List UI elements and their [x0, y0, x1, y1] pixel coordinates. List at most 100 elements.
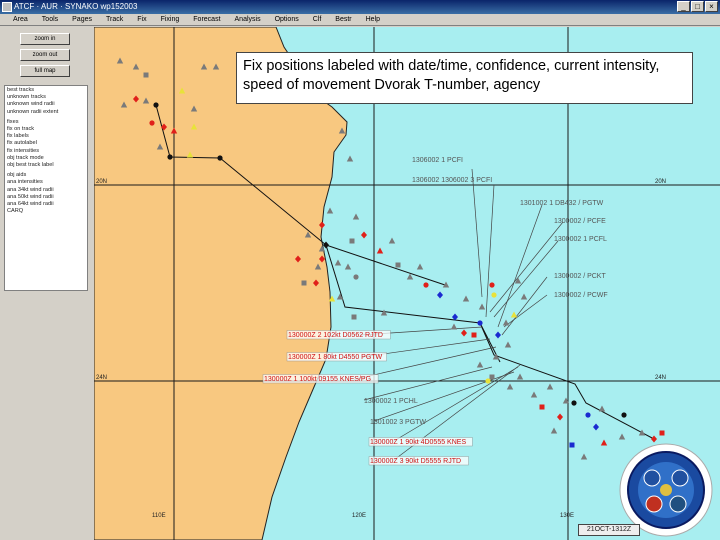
- fix-marker: [323, 241, 329, 249]
- fix-marker: [313, 279, 319, 287]
- layer-item[interactable]: ana 64kt wind radii: [7, 201, 54, 208]
- fix-marker: [489, 282, 495, 288]
- layer-item[interactable]: CARQ: [7, 208, 24, 215]
- fix-marker: [461, 329, 467, 337]
- menu-analysis[interactable]: Analysis: [234, 16, 261, 23]
- layer-item[interactable]: fix on track: [7, 126, 35, 133]
- fix-label-box: [262, 374, 379, 384]
- fix-marker: [585, 412, 591, 418]
- fix-marker: [514, 277, 522, 284]
- fix-marker: [506, 383, 514, 390]
- menu-clf[interactable]: Clf: [312, 16, 322, 23]
- fix-marker: [149, 120, 155, 126]
- fix-marker: [504, 341, 512, 348]
- fix-marker: [153, 102, 159, 108]
- lon-label: 110E: [152, 513, 166, 519]
- fix-marker: [520, 293, 528, 300]
- fix-positions: [116, 57, 665, 460]
- menu-forecast[interactable]: Forecast: [193, 16, 221, 23]
- layer-item[interactable]: ana 34kt wind radii: [7, 186, 54, 193]
- grid-labels: 20N 20N 24N 24N 110E 120E 130E: [96, 179, 666, 519]
- menu-area[interactable]: Area: [13, 16, 28, 23]
- fix-label: 1300002 / PCFE: [554, 218, 606, 225]
- fix-marker: [217, 155, 223, 161]
- fix-marker: [600, 439, 608, 446]
- fix-marker: [314, 263, 322, 270]
- map-canvas[interactable]: 20N 20N 24N 24N 110E 120E 130E 1306002 1 PCFI 1…: [94, 27, 720, 540]
- lon-label: 130E: [560, 513, 574, 519]
- fix-marker: [380, 309, 388, 316]
- fix-marker: [190, 105, 198, 112]
- fix-marker: [452, 313, 458, 321]
- layer-item[interactable]: fix autolabel: [7, 140, 37, 147]
- close-button[interactable]: ×: [705, 1, 718, 12]
- layer-item[interactable]: obj best track label: [7, 162, 54, 169]
- fix-marker: [351, 314, 357, 320]
- fix-marker: [212, 63, 220, 70]
- jtwc-logo: [619, 443, 713, 537]
- fix-marker: [186, 151, 194, 158]
- label-leader-lines: [355, 168, 564, 461]
- window-controls: _ □ ×: [677, 1, 718, 12]
- leader-line: [501, 276, 548, 336]
- fix-label: 1300002 / PCWF: [554, 292, 608, 299]
- leader-line: [363, 366, 493, 401]
- menu-pages[interactable]: Pages: [72, 16, 92, 23]
- fix-label-box: [368, 437, 473, 447]
- layer-item[interactable]: unknown tracks: [7, 94, 46, 101]
- leader-line: [493, 240, 559, 318]
- fix-marker: [395, 262, 401, 268]
- menu-fix[interactable]: Fix: [137, 16, 147, 23]
- menu-fixing[interactable]: Fixing: [160, 16, 180, 23]
- fix-marker: [161, 123, 167, 131]
- menu-help[interactable]: Help: [365, 16, 381, 23]
- menu-options[interactable]: Options: [274, 16, 299, 23]
- layer-item[interactable]: fixes: [7, 118, 19, 125]
- layer-item[interactable]: ana 50kt wind radii: [7, 193, 54, 200]
- menu-bestr[interactable]: Bestr: [335, 16, 352, 23]
- maximize-button[interactable]: □: [691, 1, 704, 12]
- fix-marker: [304, 231, 312, 238]
- leader-line: [489, 221, 564, 313]
- layer-item[interactable]: fix intensities: [7, 147, 40, 154]
- full-map-button[interactable]: full map: [20, 65, 70, 77]
- menu-track[interactable]: Track: [106, 16, 124, 23]
- app-icon: [2, 2, 12, 12]
- layer-item[interactable]: unknown radii extent: [7, 108, 59, 115]
- fix-marker: [190, 123, 198, 130]
- fix-marker: [301, 280, 307, 286]
- layer-item[interactable]: unknown wind radii: [7, 101, 55, 108]
- fix-marker: [346, 155, 354, 162]
- fix-marker: [170, 127, 178, 134]
- fix-label: 1306002 1 PCFI: [412, 157, 463, 164]
- fix-marker: [476, 361, 484, 368]
- best-track-line: [155, 104, 655, 440]
- fix-label: 1300002 / PCKT: [554, 273, 606, 280]
- minimize-button[interactable]: _: [677, 1, 690, 12]
- layer-item[interactable]: ana intensities: [7, 179, 43, 186]
- fix-marker: [423, 282, 429, 288]
- fix-label: 130000Z 1 100kt 09155 KNES/PG: [264, 376, 371, 383]
- fix-marker: [344, 263, 352, 270]
- fix-marker: [416, 263, 424, 270]
- fix-marker: [167, 154, 173, 160]
- layer-item[interactable]: fix labels: [7, 133, 29, 140]
- fix-marker: [550, 427, 558, 434]
- menu-tools[interactable]: Tools: [41, 16, 59, 23]
- layer-item[interactable]: best tracks: [7, 87, 35, 93]
- fix-marker: [539, 404, 545, 410]
- fix-label-box: [286, 352, 387, 362]
- layer-item[interactable]: obj aids: [7, 172, 27, 179]
- fix-marker: [156, 143, 164, 150]
- zoom-out-button[interactable]: zoom out: [20, 49, 70, 61]
- fix-marker: [142, 97, 150, 104]
- layer-item[interactable]: obj track mode: [7, 154, 44, 161]
- layer-list[interactable]: best tracks unknown tracks unknown wind ra…: [4, 85, 88, 291]
- zoom-in-button[interactable]: zoom in: [20, 33, 70, 45]
- fix-label: 1301002 3 PGTW: [370, 419, 426, 426]
- leader-line: [503, 294, 548, 328]
- fix-marker: [478, 303, 486, 310]
- fix-marker: [495, 331, 501, 339]
